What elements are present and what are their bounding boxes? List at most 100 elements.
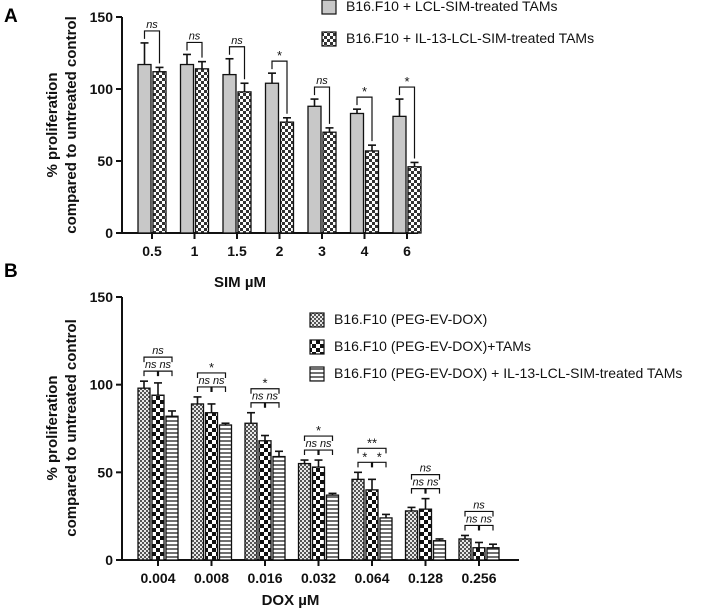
- x-tick-label: 6: [403, 243, 411, 259]
- y-tick-label: 50: [97, 153, 113, 169]
- significance-label: ns: [152, 345, 164, 357]
- x-tick-label: 0.004: [140, 570, 175, 586]
- significance-bracket: [464, 510, 494, 517]
- significance-label: *: [209, 360, 214, 375]
- y-tick-label: 0: [105, 225, 113, 241]
- significance-label: ns: [198, 375, 210, 387]
- bar: [179, 63, 195, 234]
- bar: [222, 73, 237, 234]
- x-tick-label: 1: [191, 243, 199, 259]
- significance-bracket: [143, 30, 161, 64]
- significance-label: *: [362, 449, 367, 464]
- significance-bracket: [398, 86, 416, 159]
- significance-bracket: [357, 461, 373, 468]
- bar: [472, 547, 486, 561]
- y-tick-label: 100: [90, 377, 114, 393]
- x-tick-label: 0.008: [194, 570, 229, 586]
- significance-label: ns: [320, 438, 332, 450]
- x-tick-label: 0.016: [247, 570, 282, 586]
- x-tick-label: 0.5: [142, 243, 162, 259]
- significance-label: ns: [480, 513, 492, 525]
- significance-bracket: [356, 96, 373, 142]
- significance-bracket: [211, 386, 227, 392]
- bar: [379, 517, 393, 561]
- y-tick-label: 100: [90, 81, 114, 97]
- significance-label: ns: [316, 75, 328, 87]
- x-tick-label: 3: [318, 243, 326, 259]
- x-tick-label: 0.128: [408, 570, 443, 586]
- y-axis-label: compared to untreated control: [63, 16, 80, 234]
- x-tick-label: 4: [361, 243, 369, 259]
- x-axis-label: SIM µM: [214, 274, 266, 291]
- bar: [258, 440, 272, 561]
- bar: [392, 115, 407, 234]
- bar: [311, 466, 326, 561]
- bar: [307, 105, 322, 234]
- significance-bracket: [313, 86, 331, 124]
- legend-label: B16.F10 (PEG-EV-DOX) + IL-13-LCL-SIM-tre…: [334, 365, 682, 381]
- significance-bracket: [357, 447, 387, 454]
- chart-panel-a: 0 50 100 150 % proliferation compared to untr…: [44, 0, 594, 291]
- bar: [237, 91, 252, 234]
- significance-bracket: [157, 370, 173, 377]
- significance-bracket: [410, 474, 441, 480]
- bar: [325, 494, 340, 561]
- significance-label: *: [377, 449, 382, 464]
- y-axis-label: % proliferation: [44, 375, 61, 480]
- significance-label: ns: [146, 19, 158, 31]
- y-tick-label: 0: [105, 552, 113, 568]
- legend-label: B16.F10 (PEG-EV-DOX)+TAMs: [334, 338, 531, 354]
- y-tick-label: 150: [90, 9, 114, 25]
- bar: [458, 538, 472, 561]
- significance-bracket: [371, 461, 387, 468]
- significance-label: **: [367, 435, 377, 450]
- y-axis-label: % proliferation: [44, 72, 61, 177]
- bar: [204, 412, 219, 561]
- bar: [432, 540, 447, 561]
- significance-label: ns: [189, 30, 201, 42]
- bar: [297, 462, 312, 561]
- x-tick-label: 0.032: [301, 570, 336, 586]
- significance-label: ns: [213, 375, 225, 387]
- bar: [364, 150, 380, 234]
- bar: [407, 166, 422, 234]
- significance-label: ns: [305, 438, 317, 450]
- significance-bracket: [464, 524, 480, 531]
- significance-bracket: [196, 386, 212, 392]
- x-tick-label: 2: [276, 243, 284, 259]
- significance-label: ns: [266, 391, 278, 403]
- legend-swatch: [321, 0, 337, 15]
- significance-label: ns: [231, 35, 243, 47]
- panel-b-label: B: [4, 261, 18, 282]
- bar: [351, 478, 365, 561]
- bar: [194, 68, 210, 234]
- bar: [272, 455, 286, 561]
- significance-label: *: [404, 74, 409, 89]
- bar: [349, 112, 365, 234]
- significance-bracket: [425, 488, 441, 494]
- significance-label: *: [362, 84, 367, 99]
- significance-bracket: [143, 356, 173, 363]
- x-tick-label: 0.256: [461, 570, 496, 586]
- bar: [264, 82, 280, 234]
- legend-swatch: [309, 339, 325, 355]
- significance-bracket: [196, 372, 227, 378]
- significance-bracket: [478, 524, 494, 531]
- y-axis-label: compared to untreated control: [63, 319, 80, 537]
- significance-bracket: [318, 449, 334, 456]
- significance-label: ns: [252, 391, 264, 403]
- significance-bracket: [250, 388, 280, 394]
- y-tick-label: 150: [90, 289, 114, 305]
- bar: [404, 510, 419, 561]
- significance-label: *: [262, 376, 267, 391]
- bar: [486, 547, 500, 561]
- bar: [152, 71, 167, 234]
- y-tick-label: 50: [97, 464, 113, 480]
- bar: [165, 415, 179, 561]
- significance-label: ns: [412, 477, 424, 489]
- significance-bracket: [228, 46, 246, 80]
- legend-label: B16.F10 + IL-13-LCL-SIM-treated TAMs: [346, 30, 594, 46]
- significance-label: ns: [145, 359, 157, 371]
- bar: [151, 394, 165, 561]
- bar: [218, 424, 233, 561]
